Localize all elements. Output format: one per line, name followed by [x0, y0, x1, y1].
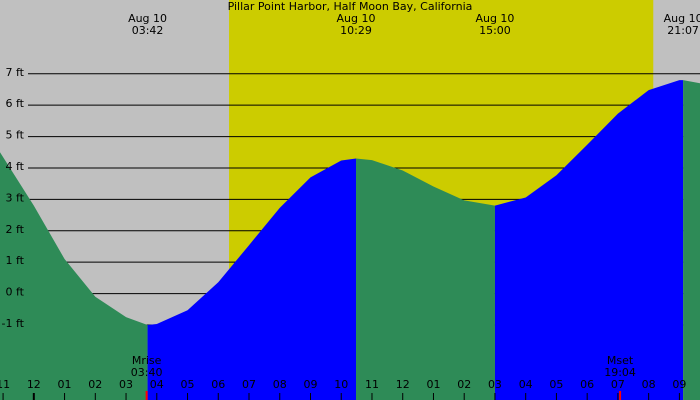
- y-tick-label: 0 ft: [6, 286, 25, 299]
- x-tick-label: 05: [549, 378, 563, 391]
- x-tick-label: 12: [396, 378, 410, 391]
- moon-event-label: Mset: [607, 354, 634, 367]
- x-tick-label: 09: [672, 378, 686, 391]
- extreme-date: Aug 10: [475, 12, 514, 25]
- x-tick-label: 09: [303, 378, 317, 391]
- x-tick-label: 10: [334, 378, 348, 391]
- x-tick-label: 05: [181, 378, 195, 391]
- extreme-date: Aug 10: [337, 12, 376, 25]
- y-tick-label: 5 ft: [6, 129, 25, 142]
- extreme-time: 21:07: [667, 24, 699, 37]
- y-tick-label: 1 ft: [6, 254, 25, 267]
- chart-title: Pillar Point Harbor, Half Moon Bay, Cali…: [228, 0, 473, 13]
- extreme-date: Aug 10: [664, 12, 700, 25]
- y-tick-label: 6 ft: [6, 97, 25, 110]
- extreme-time: 10:29: [340, 24, 372, 37]
- moon-event-label: Mrise: [132, 354, 162, 367]
- y-tick-label: 3 ft: [6, 191, 25, 204]
- x-tick-label: 02: [88, 378, 102, 391]
- moon-event-time: 19:04: [604, 366, 636, 379]
- x-tick-label: 06: [211, 378, 225, 391]
- x-tick-label: 03: [119, 378, 133, 391]
- x-tick-label: 08: [642, 378, 656, 391]
- x-tick-label: 11: [365, 378, 379, 391]
- y-tick-label: -1 ft: [2, 317, 25, 330]
- x-tick-label: 08: [273, 378, 287, 391]
- x-tick-label: 04: [150, 378, 164, 391]
- x-tick-label: 07: [242, 378, 256, 391]
- x-tick-label: 01: [426, 378, 440, 391]
- extreme-time: 15:00: [479, 24, 511, 37]
- x-tick-label: 03: [488, 378, 502, 391]
- y-tick-label: 4 ft: [6, 160, 25, 173]
- x-tick-label: 11: [0, 378, 10, 391]
- extreme-time: 03:42: [132, 24, 164, 37]
- x-tick-label: 06: [580, 378, 594, 391]
- y-tick-label: 7 ft: [6, 66, 25, 79]
- falling-tide-area: [683, 80, 700, 400]
- x-tick-label: 02: [457, 378, 471, 391]
- x-tick-label: 07: [611, 378, 625, 391]
- moon-event-time: 03:40: [131, 366, 163, 379]
- x-tick-label: 04: [519, 378, 533, 391]
- x-tick-label: 01: [58, 378, 72, 391]
- x-tick-label: 12: [27, 378, 41, 391]
- y-tick-label: 2 ft: [6, 223, 25, 236]
- extreme-date: Aug 10: [128, 12, 167, 25]
